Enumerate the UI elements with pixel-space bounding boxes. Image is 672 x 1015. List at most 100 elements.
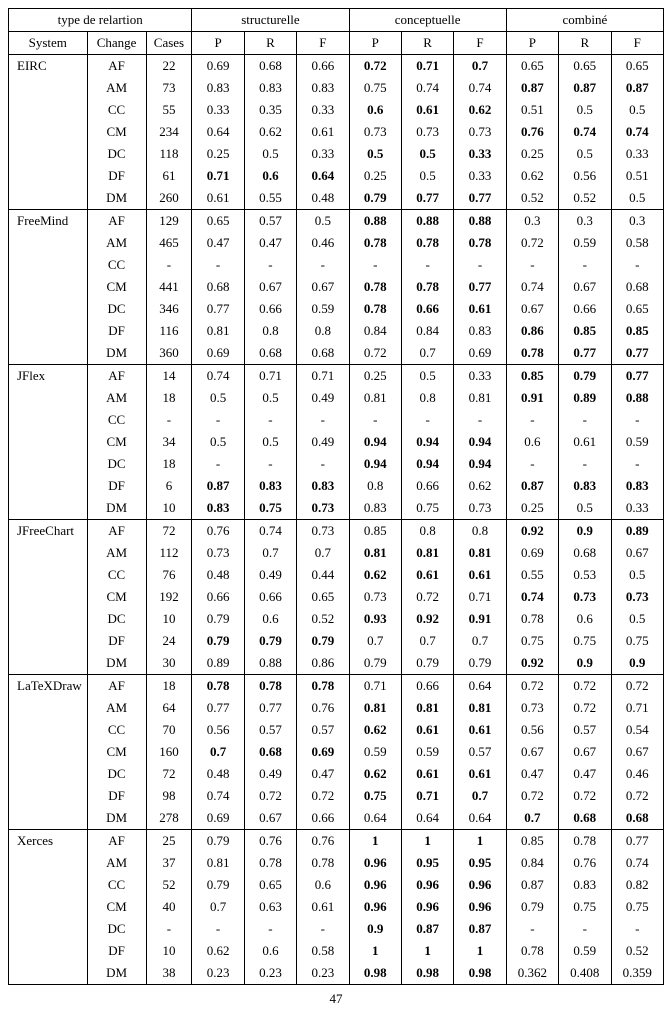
cell-value: 0.66 [297,55,349,78]
cell-value: 0.7 [454,630,506,652]
cell-value: 0.73 [454,121,506,143]
cell-value: 0.8 [401,387,453,409]
table-row: DC100.790.60.520.930.920.910.780.60.5 [9,608,664,630]
cell-value: 0.85 [506,365,558,388]
cell-change: CC [87,409,146,431]
cell-cases: 346 [146,298,192,320]
cell-system [9,741,88,763]
cell-value: 0.56 [192,719,244,741]
cell-value: 1 [349,830,401,853]
cell-value: 0.61 [454,719,506,741]
cell-change: AM [87,77,146,99]
cell-value: 0.67 [506,298,558,320]
cell-change: DM [87,187,146,210]
cell-value: 0.67 [611,542,664,564]
cell-value: - [349,409,401,431]
cell-value: 0.47 [506,763,558,785]
cell-value: 0.69 [192,807,244,830]
cell-value: 0.81 [454,542,506,564]
cell-change: DF [87,320,146,342]
cell-value: 0.84 [349,320,401,342]
cell-value: 0.48 [192,763,244,785]
cell-value: 0.76 [244,830,296,853]
cell-system [9,121,88,143]
cell-value: 0.73 [611,586,664,608]
cell-system [9,940,88,962]
cell-value: 0.77 [611,365,664,388]
cell-value: 0.64 [349,807,401,830]
cell-value: 0.5 [611,99,664,121]
cell-value: 0.408 [559,962,611,985]
cell-change: DM [87,497,146,520]
cell-value: 0.85 [506,830,558,853]
cell-value: 0.62 [454,475,506,497]
cell-value: 0.63 [244,896,296,918]
cell-value: 0.78 [297,675,349,698]
cell-value: 0.69 [506,542,558,564]
cell-value: - [244,453,296,475]
cell-value: 0.8 [244,320,296,342]
cell-value: 0.5 [349,143,401,165]
cell-value: 0.95 [401,852,453,874]
cell-change: DM [87,342,146,365]
cell-value: 0.85 [349,520,401,543]
cell-value: 0.83 [559,874,611,896]
cell-value: 0.67 [611,741,664,763]
cell-change: CM [87,121,146,143]
cell-value: 0.47 [559,763,611,785]
cell-value: 0.83 [297,77,349,99]
cell-value: 0.68 [611,276,664,298]
cell-cases: - [146,918,192,940]
cell-value: 0.59 [611,431,664,453]
cell-cases: 465 [146,232,192,254]
cell-value: 0.25 [192,143,244,165]
cell-value: 0.77 [454,187,506,210]
cell-value: 0.74 [454,77,506,99]
cell-system [9,874,88,896]
cell-system [9,77,88,99]
table-row: DM300.890.880.860.790.790.790.920.90.9 [9,652,664,675]
cell-cases: 192 [146,586,192,608]
cell-value: 0.6 [349,99,401,121]
cell-value: 0.68 [244,55,296,78]
table-row: AM180.50.50.490.810.80.810.910.890.88 [9,387,664,409]
cell-value: - [611,409,664,431]
cell-value: 0.84 [506,852,558,874]
cell-value: 0.88 [611,387,664,409]
cell-value: 0.62 [192,940,244,962]
cell-value: 0.78 [454,232,506,254]
cell-change: DC [87,453,146,475]
cell-value: 0.74 [506,586,558,608]
cell-value: 0.88 [349,210,401,233]
cell-system [9,564,88,586]
cell-value: 0.75 [611,630,664,652]
cell-value: 0.98 [349,962,401,985]
cell-value: 0.78 [349,276,401,298]
cell-change: AF [87,55,146,78]
header-comb-p: P [506,32,558,55]
cell-value: 0.73 [297,520,349,543]
cell-value: 0.77 [192,298,244,320]
cell-value: 0.66 [244,586,296,608]
header-conc-r: R [401,32,453,55]
cell-cases: 129 [146,210,192,233]
cell-value: 0.81 [401,542,453,564]
cell-value: 0.79 [192,630,244,652]
cell-value: 0.65 [611,55,664,78]
cell-system [9,99,88,121]
cell-value: 0.5 [244,431,296,453]
cell-system [9,187,88,210]
cell-value: 0.53 [559,564,611,586]
cell-value: 0.72 [297,785,349,807]
cell-value: 0.52 [611,940,664,962]
table-row: CM1920.660.660.650.730.720.710.740.730.7… [9,586,664,608]
cell-system [9,453,88,475]
cell-value: - [192,409,244,431]
cell-value: 0.75 [349,785,401,807]
cell-value: 0.83 [192,77,244,99]
cell-change: CM [87,741,146,763]
cell-value: 0.77 [611,830,664,853]
cell-value: 0.75 [559,896,611,918]
cell-value: 0.76 [559,852,611,874]
cell-value: 0.83 [611,475,664,497]
